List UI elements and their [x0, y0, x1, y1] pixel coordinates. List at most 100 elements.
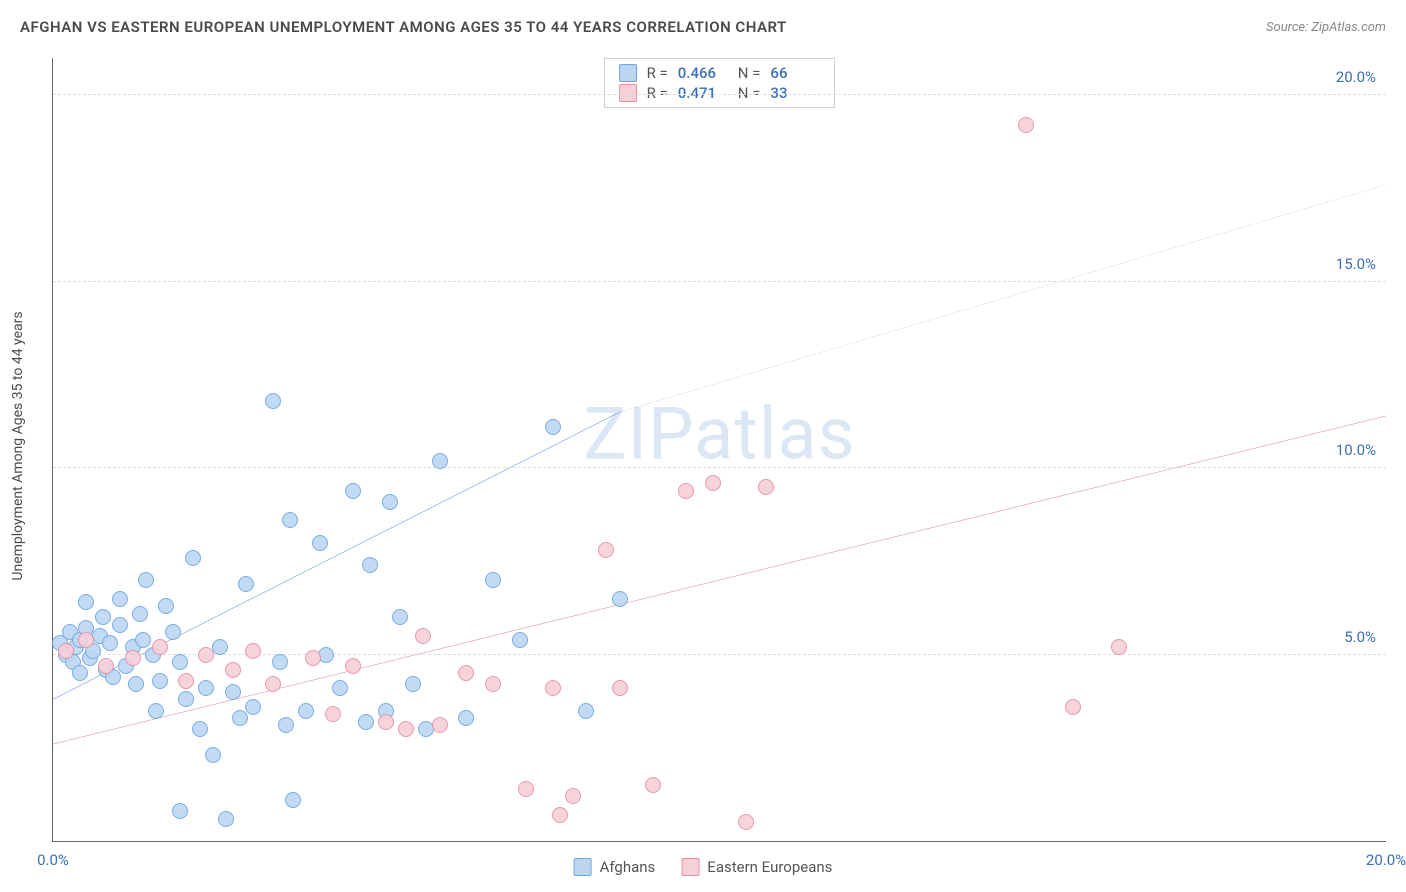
data-point — [152, 673, 168, 689]
data-point — [598, 542, 614, 558]
stat-n-label: N = — [738, 64, 761, 82]
data-point — [382, 494, 398, 510]
series-legend: Afghans Eastern Europeans — [574, 858, 833, 876]
data-point — [612, 680, 628, 696]
data-point — [458, 665, 474, 681]
data-point — [192, 721, 208, 737]
data-point — [345, 658, 361, 674]
gridline — [53, 94, 1386, 95]
stats-legend-row: R = 0.471 N = 33 — [619, 83, 821, 103]
data-point — [1111, 639, 1127, 655]
data-point — [392, 609, 408, 625]
data-point — [545, 680, 561, 696]
trend-line — [620, 185, 1386, 412]
data-point — [78, 632, 94, 648]
data-point — [218, 811, 234, 827]
data-point — [185, 550, 201, 566]
data-point — [432, 453, 448, 469]
stat-n-label: N = — [738, 84, 761, 102]
data-point — [362, 557, 378, 573]
data-point — [705, 475, 721, 491]
data-point — [325, 706, 341, 722]
x-tick-label: 0.0% — [37, 851, 69, 869]
data-point — [112, 591, 128, 607]
data-point — [172, 654, 188, 670]
data-point — [278, 717, 294, 733]
data-point — [132, 606, 148, 622]
data-point — [485, 572, 501, 588]
gridline — [53, 281, 1386, 282]
data-point — [58, 643, 74, 659]
data-point — [125, 650, 141, 666]
source-label: Source: ZipAtlas.com — [1266, 20, 1386, 35]
data-point — [1018, 117, 1034, 133]
legend-item: Afghans — [574, 858, 656, 876]
data-point — [245, 643, 261, 659]
data-point — [678, 483, 694, 499]
data-point — [1065, 699, 1081, 715]
data-point — [72, 665, 88, 681]
data-point — [178, 673, 194, 689]
data-point — [245, 699, 261, 715]
data-point — [378, 714, 394, 730]
data-point — [198, 680, 214, 696]
data-point — [612, 591, 628, 607]
stats-legend: R =0.466N =66R =0.471N =33 — [604, 58, 836, 108]
data-point — [332, 680, 348, 696]
data-point — [148, 703, 164, 719]
data-point — [102, 635, 118, 651]
data-point — [458, 710, 474, 726]
stat-n-value: 33 — [770, 84, 820, 102]
chart-title: AFGHAN VS EASTERN EUROPEAN UNEMPLOYMENT … — [20, 18, 787, 36]
data-point — [225, 662, 241, 678]
stat-r-value: 0.466 — [678, 64, 728, 82]
data-point — [298, 703, 314, 719]
stat-r-value: 0.471 — [678, 84, 728, 102]
data-point — [238, 576, 254, 592]
stats-legend-row: R =0.466N =66 — [619, 63, 821, 83]
data-point — [205, 747, 221, 763]
data-point — [285, 792, 301, 808]
data-point — [305, 650, 321, 666]
gridline — [53, 467, 1386, 468]
data-point — [172, 803, 188, 819]
data-point — [138, 572, 154, 588]
data-point — [272, 654, 288, 670]
legend-item: Eastern Europeans — [681, 858, 832, 876]
data-point — [225, 684, 241, 700]
data-point — [645, 777, 661, 793]
legend-label: Eastern Europeans — [707, 858, 832, 876]
data-point — [358, 714, 374, 730]
data-point — [758, 479, 774, 495]
data-point — [165, 624, 181, 640]
y-tick-label: 15.0% — [1336, 255, 1376, 273]
data-point — [415, 628, 431, 644]
data-point — [485, 676, 501, 692]
data-point — [128, 676, 144, 692]
data-point — [98, 658, 114, 674]
data-point — [152, 639, 168, 655]
data-point — [265, 393, 281, 409]
data-point — [432, 717, 448, 733]
data-point — [552, 807, 568, 823]
stat-r-label: R = — [647, 64, 668, 82]
data-point — [738, 814, 754, 830]
trend-lines — [53, 58, 1386, 841]
stat-r-label: R = — [647, 84, 668, 102]
data-point — [398, 721, 414, 737]
plot-area: ZIPatlas R =0.466N =66R =0.471N =33 5.0%… — [52, 58, 1386, 842]
data-point — [78, 594, 94, 610]
legend-swatch — [681, 858, 699, 876]
data-point — [282, 512, 298, 528]
data-point — [312, 535, 328, 551]
data-point — [112, 617, 128, 633]
data-point — [512, 632, 528, 648]
legend-swatch — [619, 84, 637, 102]
x-tick-label: 20.0% — [1366, 851, 1406, 869]
data-point — [345, 483, 361, 499]
legend-label: Afghans — [600, 858, 656, 876]
y-axis-label: Unemployment Among Ages 35 to 44 years — [10, 311, 26, 580]
legend-swatch — [619, 64, 637, 82]
legend-swatch — [574, 858, 592, 876]
data-point — [265, 676, 281, 692]
